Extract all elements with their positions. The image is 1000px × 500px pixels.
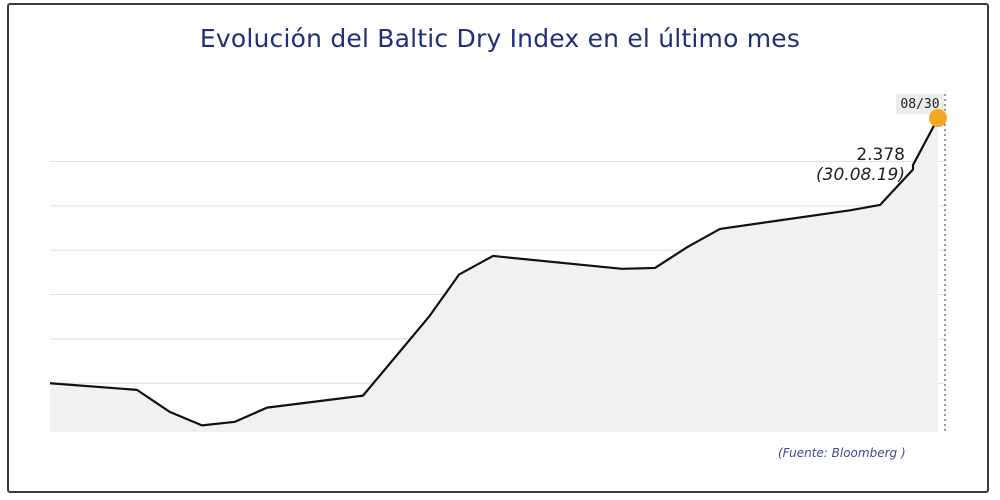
chart-frame bbox=[7, 3, 989, 493]
source-note: (Fuente: Bloomberg ) bbox=[778, 446, 906, 460]
series-line bbox=[49, 117, 939, 427]
x-tick-date-label: 08/30 bbox=[900, 97, 939, 112]
x-tick-date-box bbox=[896, 94, 944, 114]
last-point-marker bbox=[929, 109, 947, 128]
area-fill bbox=[50, 118, 938, 432]
last-value-label: 2.378 bbox=[856, 145, 905, 165]
chart-title: Evolución del Baltic Dry Index en el últ… bbox=[199, 24, 801, 53]
last-date-label: (30.08.19) bbox=[816, 165, 905, 185]
